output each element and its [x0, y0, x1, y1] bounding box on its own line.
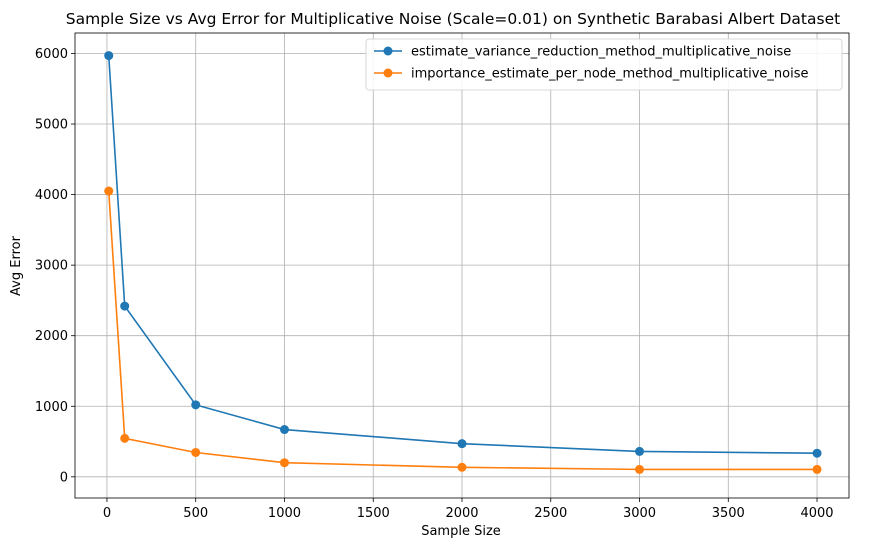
x-tick-label: 1000: [268, 506, 301, 521]
y-tick-label: 0: [60, 470, 68, 485]
series-2-point: [191, 447, 201, 457]
series-2-point: [279, 458, 289, 468]
legend-label: importance_estimate_per_node_method_mult…: [411, 67, 809, 82]
x-tick-label: 500: [183, 506, 208, 521]
x-tick-label: 3000: [623, 506, 656, 521]
series-1: [104, 51, 822, 458]
legend-item: estimate_variance_reduction_method_multi…: [374, 45, 791, 60]
x-tick-label: 4000: [800, 506, 833, 521]
grid: [75, 33, 849, 498]
y-tick-label: 6000: [35, 47, 68, 62]
x-tick-label: 1500: [357, 506, 390, 521]
series-1-point: [457, 439, 467, 449]
legend: estimate_variance_reduction_method_multi…: [365, 38, 843, 91]
ticks: 0 500 1000 1500 2000 2500 3000 3500 4000 0 1000 200…: [35, 47, 834, 521]
series-2-point: [120, 433, 130, 443]
legend-label: estimate_variance_reduction_method_multi…: [411, 45, 791, 60]
series-1-point: [120, 301, 130, 311]
legend-box: [365, 38, 843, 91]
y-tick-label: 2000: [35, 329, 68, 344]
y-tick-label: 1000: [35, 400, 68, 415]
series-2-point: [812, 464, 822, 474]
x-axis-title: Sample Size: [421, 524, 501, 539]
series-layer: [104, 51, 822, 474]
series-2-point: [457, 462, 467, 472]
legend-marker: [383, 46, 393, 56]
y-axis-title: Avg Error: [9, 235, 24, 296]
series-2-point: [104, 186, 114, 196]
legend-item: importance_estimate_per_node_method_mult…: [374, 67, 809, 82]
y-tick-label: 4000: [35, 188, 68, 203]
series-1-point: [104, 51, 114, 61]
series-1-point: [635, 446, 645, 456]
series-2: [104, 186, 822, 474]
series-1-point: [812, 448, 822, 458]
x-tick-label: 2500: [534, 506, 567, 521]
x-tick-label: 2000: [445, 506, 478, 521]
x-tick-label: 0: [103, 506, 111, 521]
x-tick-label: 3500: [712, 506, 745, 521]
legend-marker: [383, 68, 393, 78]
series-2-point: [635, 464, 645, 474]
series-1-point: [279, 425, 289, 435]
y-tick-label: 3000: [35, 259, 68, 274]
y-tick-label: 5000: [35, 118, 68, 133]
chart-title: Sample Size vs Avg Error for Multiplicat…: [66, 10, 840, 28]
series-1-point: [191, 400, 201, 410]
